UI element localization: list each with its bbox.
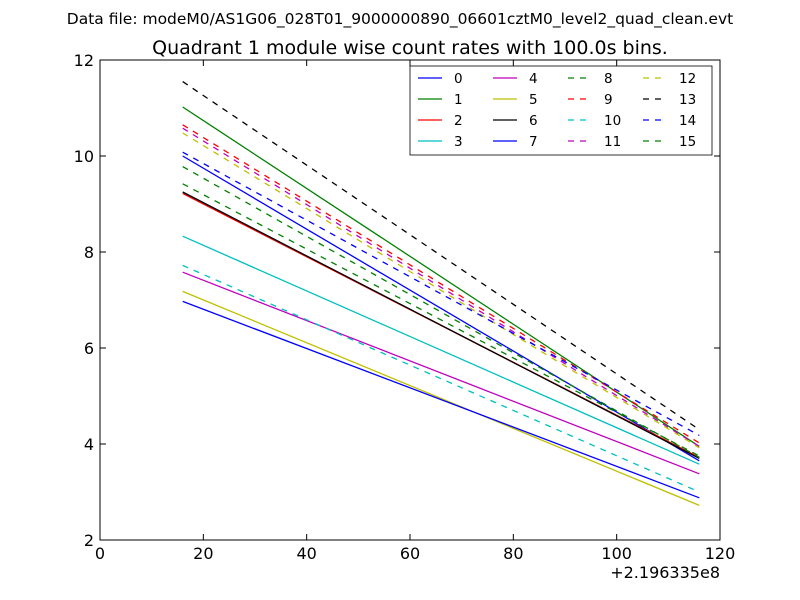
legend-label-8: 8	[604, 71, 613, 87]
x-tick-label: 0	[95, 544, 105, 563]
x-tick-label: 120	[705, 544, 736, 563]
legend-label-9: 9	[604, 92, 613, 108]
series-line-10	[182, 264, 700, 493]
legend-label-3: 3	[454, 134, 463, 150]
series-line-7	[182, 300, 700, 499]
y-tick-label: 4	[84, 435, 94, 454]
chart-title: Quadrant 1 module wise count rates with …	[152, 37, 668, 59]
series-line-12	[182, 132, 700, 449]
y-tick-label: 8	[84, 243, 94, 262]
x-tick-label: 60	[400, 544, 420, 563]
series-line-15	[182, 183, 700, 457]
legend-label-7: 7	[529, 134, 538, 150]
legend-label-14: 14	[679, 113, 696, 129]
series-line-8	[182, 166, 700, 458]
series-line-4	[182, 271, 700, 475]
legend-label-5: 5	[529, 92, 538, 108]
x-tick-label: 40	[296, 544, 316, 563]
x-tick-label: 100	[601, 544, 632, 563]
series-line-13	[182, 81, 700, 431]
y-tick-label: 6	[84, 339, 94, 358]
legend-label-12: 12	[679, 71, 696, 87]
y-tick-label: 12	[74, 51, 94, 70]
legend-box	[409, 65, 713, 156]
legend-label-6: 6	[529, 113, 538, 129]
legend-label-0: 0	[454, 71, 463, 87]
legend-label-10: 10	[604, 113, 621, 129]
series-line-11	[182, 127, 700, 447]
series-line-6	[182, 191, 700, 459]
x-axis-offset-label: +2.196335e8	[610, 563, 720, 582]
series-line-0	[182, 155, 700, 462]
legend-label-13: 13	[679, 92, 696, 108]
series-line-5	[182, 290, 700, 507]
y-tick-label: 2	[84, 531, 94, 550]
legend-label-2: 2	[454, 113, 463, 129]
series-line-9	[182, 124, 700, 444]
figure-suptitle: Data file: modeM0/AS1G06_028T01_90000008…	[67, 10, 733, 29]
y-tick-label: 10	[74, 147, 94, 166]
legend-label-4: 4	[529, 71, 538, 87]
series-line-14	[182, 151, 700, 436]
x-tick-label: 20	[193, 544, 213, 563]
legend-label-11: 11	[604, 134, 621, 150]
legend-label-1: 1	[454, 92, 463, 108]
x-tick-label: 80	[503, 544, 523, 563]
legend-label-15: 15	[679, 134, 696, 150]
series-line-3	[182, 235, 700, 465]
series-layer	[182, 81, 700, 507]
